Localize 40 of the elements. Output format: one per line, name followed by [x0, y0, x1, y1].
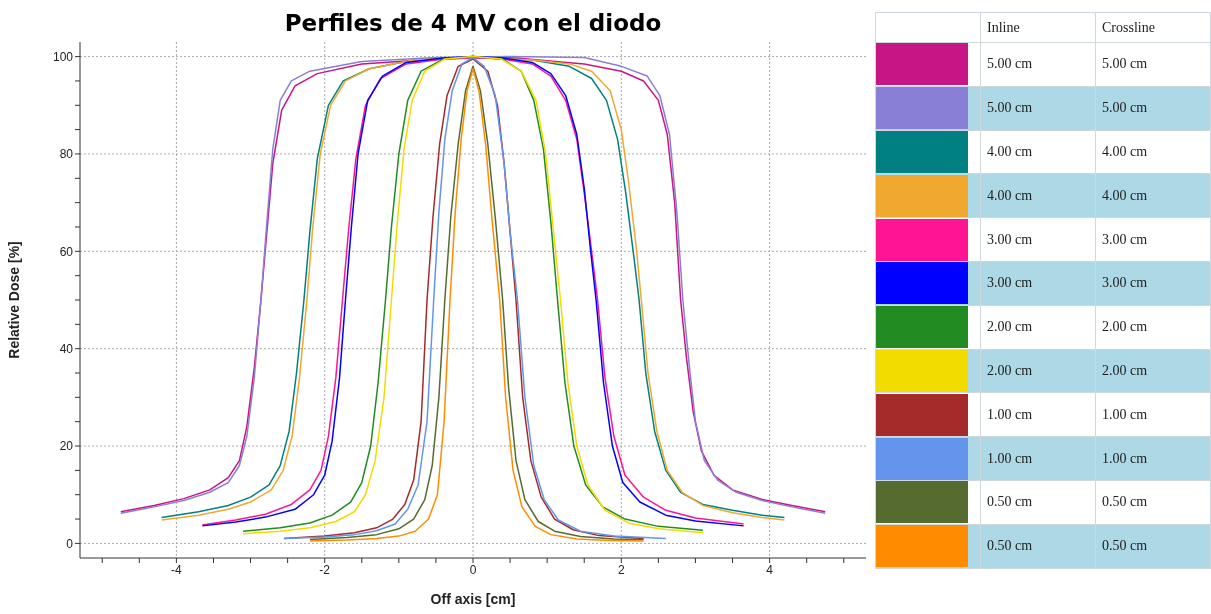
- x-tick-label: 2: [617, 562, 625, 577]
- text: 4.00 cm: [1102, 143, 1148, 159]
- y-tick-label: 60: [59, 244, 74, 259]
- y-axis-title: Relative Dose [%]: [5, 241, 22, 359]
- y-tick-label: 20: [59, 439, 74, 454]
- y-tick-label: 100: [52, 49, 74, 64]
- text: 5.00 cm: [1102, 56, 1148, 72]
- x-tick-label: 4: [766, 562, 774, 577]
- text: 4.00 cm: [980, 130, 1096, 174]
- x-tick-label: -4: [171, 562, 183, 577]
- x-tick-label: 0: [469, 562, 477, 577]
- text: Inline: [980, 12, 1096, 43]
- text: 4.00 cm: [980, 173, 1096, 218]
- x-tick-label: -2: [319, 562, 331, 577]
- y-tick-label: 0: [66, 536, 74, 551]
- chart-title: Perfiles de 4 MV con el diodo: [283, 10, 663, 36]
- text: 3.00 cm: [980, 217, 1096, 262]
- text: 4.00 cm: [1102, 187, 1148, 203]
- x-axis-title: Off axis [cm]: [430, 591, 516, 607]
- text: 3.00 cm: [1102, 275, 1148, 291]
- text: 1.00 cm: [980, 392, 1096, 437]
- text: 0.50 cm: [980, 480, 1096, 525]
- text: 0.50 cm: [1102, 494, 1148, 510]
- y-tick-label: 80: [59, 147, 74, 162]
- text: 3.00 cm: [1102, 231, 1148, 247]
- text: 2.00 cm: [980, 305, 1096, 350]
- text: 1.00 cm: [1102, 406, 1148, 422]
- text: 5.00 cm: [1102, 100, 1148, 116]
- text: 5.00 cm: [980, 42, 1096, 87]
- text: 5.00 cm: [980, 86, 1096, 131]
- text: 1.00 cm: [1102, 450, 1148, 466]
- y-tick-label: 40: [59, 341, 74, 356]
- text: 2.00 cm: [1102, 319, 1148, 335]
- text: 0.50 cm: [980, 524, 1096, 569]
- text: 3.00 cm: [980, 261, 1096, 306]
- text: 0.50 cm: [1102, 538, 1148, 554]
- text: 2.00 cm: [1102, 362, 1148, 378]
- text: 2.00 cm: [980, 349, 1096, 393]
- text: Crossline: [1095, 12, 1211, 43]
- text: 1.00 cm: [980, 436, 1096, 481]
